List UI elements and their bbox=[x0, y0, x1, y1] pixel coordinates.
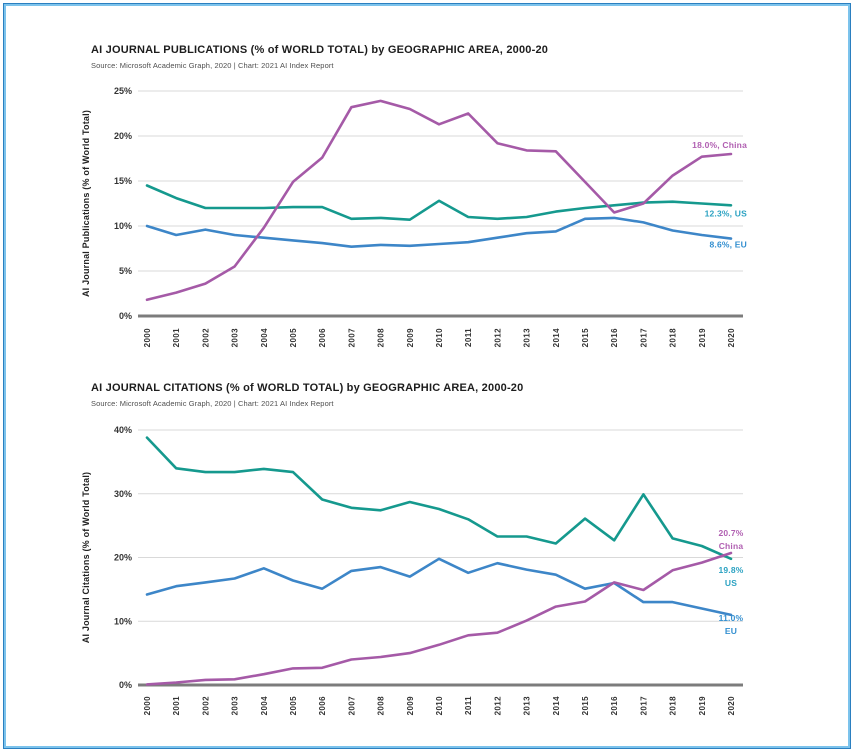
x-tick-label: 2013 bbox=[523, 696, 532, 716]
x-tick-label: 2009 bbox=[406, 696, 415, 716]
x-tick-label: 2008 bbox=[377, 696, 386, 716]
x-tick-label: 2004 bbox=[260, 328, 269, 348]
x-tick-label: 2012 bbox=[493, 328, 502, 348]
end-label-us: 12.3%, US bbox=[705, 208, 748, 218]
y-tick-label: 20% bbox=[114, 131, 132, 141]
end-label-china: 20.7% bbox=[718, 528, 743, 538]
citations-chart-svg: 0% 10% 20% 30% 40% AI Journal Citations (% of… bbox=[81, 425, 744, 716]
x-tick-label: 2017 bbox=[639, 696, 648, 716]
x-tick-label: 2010 bbox=[435, 696, 444, 716]
x-tick-label: 2000 bbox=[143, 328, 152, 348]
x-tick-label: 2003 bbox=[231, 696, 240, 716]
y-tick-label: 10% bbox=[114, 221, 132, 231]
x-tick-label: 2011 bbox=[464, 696, 473, 715]
x-tick-label: 2017 bbox=[639, 328, 648, 348]
end-label-eu: 11.0% bbox=[719, 613, 744, 623]
publications-chart-source: Source: Microsoft Academic Graph, 2020 |… bbox=[91, 61, 334, 70]
x-tick-label: 2001 bbox=[172, 696, 181, 716]
x-tick-label: 2019 bbox=[698, 696, 707, 716]
x-tick-label: 2000 bbox=[143, 696, 152, 716]
line-eu bbox=[145, 216, 733, 248]
y-tick-label: 25% bbox=[114, 86, 132, 96]
x-tick-label: 2005 bbox=[289, 328, 298, 348]
y-tick-label: 15% bbox=[114, 176, 132, 186]
y-axis-label: AI Journal Citations (% of World Total) bbox=[81, 472, 91, 643]
x-tick-label: 2012 bbox=[493, 696, 502, 716]
x-tick-label: 2006 bbox=[318, 328, 327, 348]
end-label-eu: 8.6%, EU bbox=[709, 240, 747, 250]
end-label-us: US bbox=[725, 578, 737, 588]
x-tick-label: 2003 bbox=[231, 328, 240, 348]
x-tick-label: 2002 bbox=[201, 328, 210, 348]
end-label-us: 19.8% bbox=[718, 565, 743, 575]
end-label-china: 18.0%, China bbox=[692, 140, 747, 150]
y-tick-label: 20% bbox=[114, 553, 132, 563]
x-tick-label: 2009 bbox=[406, 328, 415, 348]
publications-chart-svg: 0% 5% 10% 15% 20% 25% AI Journal Publications … bbox=[81, 86, 748, 348]
x-tick-label: 2002 bbox=[201, 696, 210, 716]
x-tick-label: 2001 bbox=[172, 328, 181, 348]
x-tick-label: 2007 bbox=[347, 328, 356, 348]
x-tick-label: 2005 bbox=[289, 696, 298, 716]
end-label-china: China bbox=[719, 541, 744, 551]
x-tick-label: 2011 bbox=[464, 328, 473, 347]
x-tick-label: 2006 bbox=[318, 696, 327, 716]
line-us bbox=[145, 436, 733, 561]
line-eu bbox=[145, 557, 733, 617]
line-china bbox=[145, 99, 733, 302]
y-tick-label: 40% bbox=[114, 425, 132, 435]
y-tick-label: 10% bbox=[114, 616, 132, 626]
x-tick-label: 2007 bbox=[347, 696, 356, 716]
y-tick-label: 5% bbox=[119, 266, 132, 276]
x-tick-label: 2015 bbox=[581, 696, 590, 716]
x-tick-label: 2008 bbox=[377, 328, 386, 348]
y-axis-label: AI Journal Publications (% of World Tota… bbox=[81, 110, 91, 297]
line-us bbox=[145, 184, 733, 221]
x-tick-label: 2020 bbox=[727, 328, 736, 348]
x-tick-label: 2004 bbox=[260, 696, 269, 716]
x-tick-label: 2015 bbox=[581, 328, 590, 348]
x-tick-label: 2019 bbox=[698, 328, 707, 348]
x-tick-label: 2013 bbox=[523, 328, 532, 348]
y-tick-label: 30% bbox=[114, 489, 132, 499]
x-tick-label: 2016 bbox=[610, 328, 619, 348]
x-tick-label: 2010 bbox=[435, 328, 444, 348]
line-china bbox=[145, 551, 733, 686]
x-tick-label: 2014 bbox=[552, 696, 561, 716]
y-tick-label: 0% bbox=[119, 311, 132, 321]
x-tick-label: 2016 bbox=[610, 696, 619, 716]
y-tick-label: 0% bbox=[119, 680, 132, 690]
x-tick-label: 2014 bbox=[552, 328, 561, 348]
end-label-eu: EU bbox=[725, 626, 737, 636]
x-tick-label: 2018 bbox=[669, 328, 678, 348]
citations-chart-source: Source: Microsoft Academic Graph, 2020 |… bbox=[91, 399, 334, 408]
citations-chart-title: AI JOURNAL CITATIONS (% of WORLD TOTAL) … bbox=[91, 382, 524, 394]
x-tick-label: 2020 bbox=[727, 696, 736, 716]
x-tick-label: 2018 bbox=[669, 696, 678, 716]
publications-chart-title: AI JOURNAL PUBLICATIONS (% of WORLD TOTA… bbox=[91, 44, 549, 56]
